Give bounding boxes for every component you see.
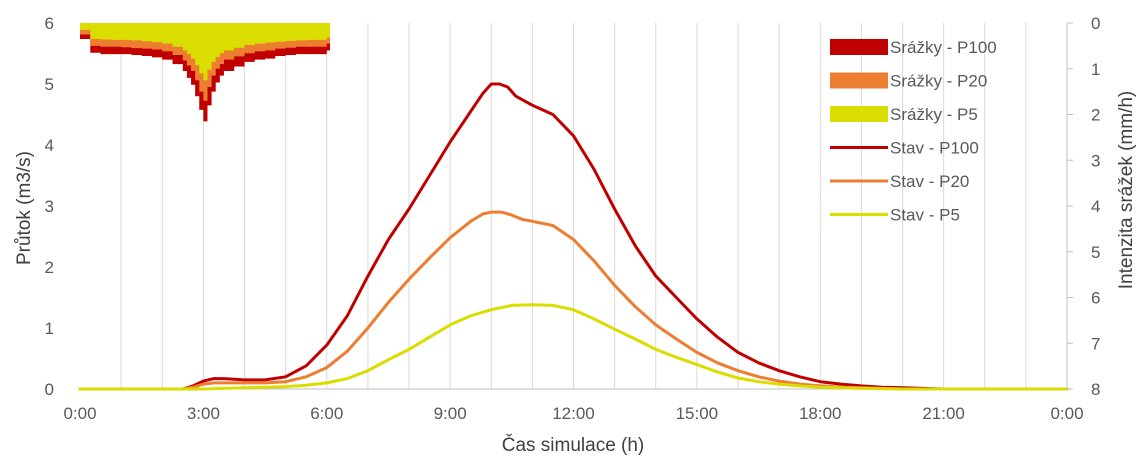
x-tick-label: 0:00 (63, 404, 96, 423)
y2-tick-label: 0 (1091, 14, 1100, 33)
y2-tick-label: 6 (1091, 289, 1100, 308)
x-tick-label: 18:00 (799, 404, 842, 423)
x-tick-label: 6:00 (310, 404, 343, 423)
y-tick-label: 5 (45, 75, 54, 94)
legend-label: Stav - P20 (890, 172, 969, 191)
flow-line-p100 (78, 82, 1069, 391)
y-tick-label: 6 (45, 14, 54, 33)
x-tick-label: 21:00 (922, 404, 965, 423)
flow-line-p20 (78, 210, 1069, 391)
legend-swatch-rain-p20 (830, 72, 888, 89)
y2-tick-label: 5 (1091, 243, 1100, 262)
x-tick-label: 0:00 (1050, 404, 1083, 423)
y2-tick-label: 7 (1091, 334, 1100, 353)
y-axis-title: Průtok (m3/s) (14, 151, 35, 265)
y-tick-label: 3 (45, 197, 54, 216)
legend-label: Srážky - P5 (890, 105, 978, 124)
y2-axis-title: Intenzita srážek (mm/h) (1116, 91, 1137, 290)
legend-label: Srážky - P100 (890, 38, 997, 57)
x-tick-labels: 0:00 3:00 6:00 9:00 12:00 15:00 18:00 21:00 0:00 (63, 404, 1083, 423)
x-tick-label: 12:00 (552, 404, 595, 423)
x-axis-title: Čas simulace (h) (502, 434, 645, 456)
legend-swatch-rain-p5 (830, 106, 888, 122)
legend-label: Srážky - P20 (890, 72, 987, 91)
y-tick-labels: 0 1 2 3 4 5 6 (45, 14, 54, 399)
y2-tick-label: 8 (1091, 380, 1100, 399)
flow-series-group (78, 82, 1069, 391)
rainfall-series-group (80, 23, 331, 122)
y2-tick-label: 3 (1091, 151, 1100, 170)
x-tick-label: 15:00 (676, 404, 719, 423)
x-tick-label: 9:00 (434, 404, 467, 423)
y-tick-label: 4 (45, 136, 54, 155)
y2-tick-labels: 0 1 2 3 4 5 6 7 8 (1066, 14, 1100, 399)
y-tick-label: 1 (45, 319, 54, 338)
y-tick-label: 0 (45, 380, 54, 399)
rain-area-p5 (80, 23, 331, 81)
legend-swatch-rain-p100 (830, 39, 888, 55)
x-tick-label: 3:00 (187, 404, 220, 423)
legend-label: Stav - P5 (890, 206, 960, 225)
y2-tick-label: 2 (1091, 106, 1100, 125)
flow-line-p5 (78, 303, 1069, 391)
legend-label: Stav - P100 (890, 139, 979, 158)
y2-tick-label: 1 (1091, 60, 1100, 79)
y2-tick-label: 4 (1091, 197, 1100, 216)
legend: Srážky - P100 Srážky - P20 Srážky - P5 Stav… (830, 38, 997, 225)
y-tick-label: 2 (45, 258, 54, 277)
